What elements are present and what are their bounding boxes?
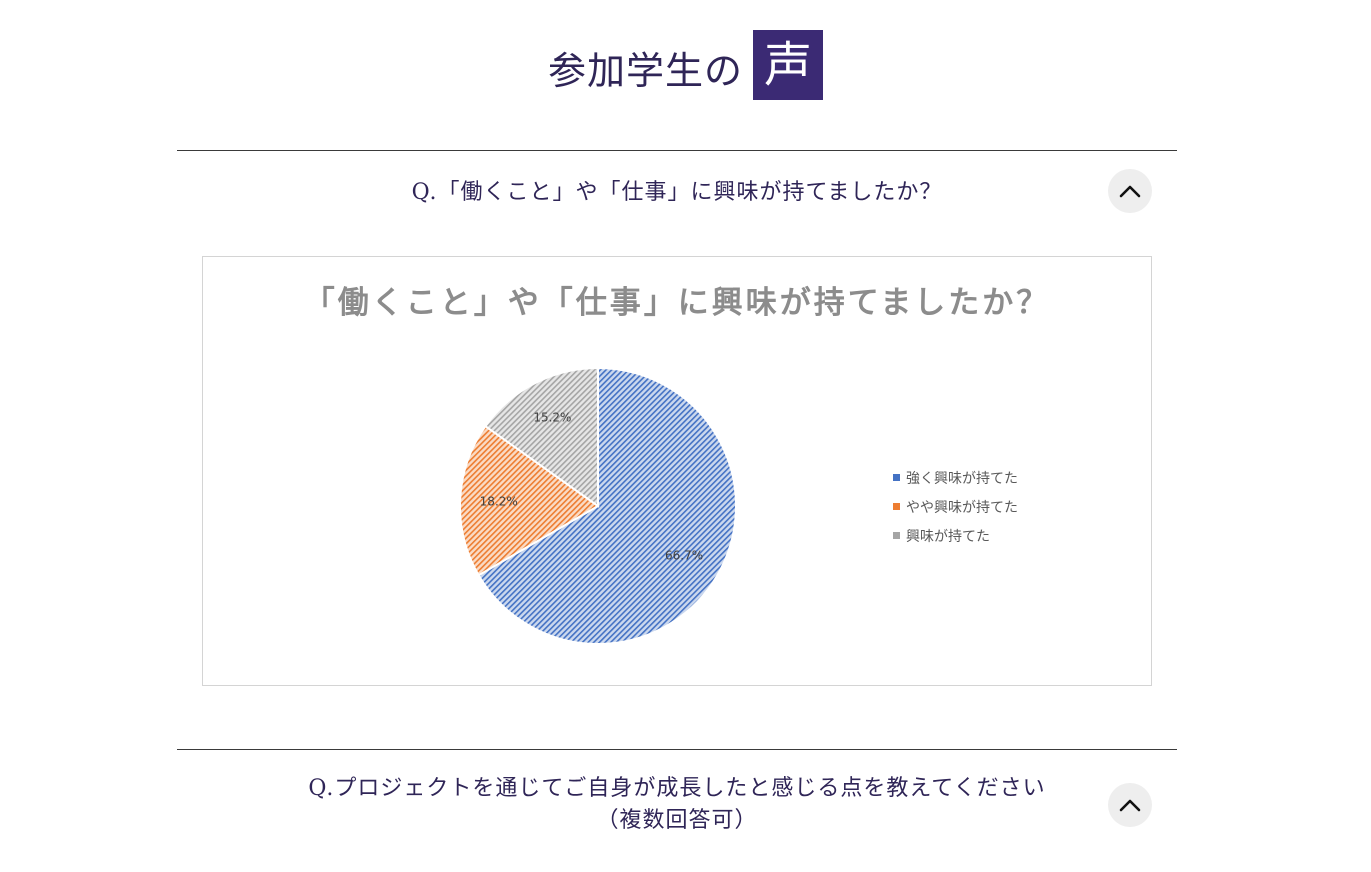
question-1-title: Q.「働くこと」や「仕事」に興味が持てましたか？: [411, 180, 943, 205]
question-2-title: Q.プロジェクトを通じてご自身が成長したと感じる点を教えてください （複数回答可…: [177, 773, 1177, 837]
pie-slice-2: [459, 424, 600, 577]
legend-item-2: やや興味が持てた: [893, 492, 1018, 521]
heading-text: 参加学生の: [547, 48, 743, 93]
divider-bottom: [177, 749, 1177, 750]
chart-legend: 強く興味が持てた やや興味が持てた 興味が持てた: [893, 463, 1018, 550]
legend-item-1: 強く興味が持てた: [893, 463, 1018, 492]
legend-label: 強く興味が持てた: [906, 470, 1018, 487]
collapse-toggle-button-2[interactable]: [1108, 783, 1152, 827]
legend-item-3: 興味が持てた: [893, 521, 1018, 550]
heading-emblem: 声: [753, 30, 823, 100]
legend-swatch: [893, 474, 900, 481]
collapse-toggle-button[interactable]: [1108, 169, 1152, 213]
slice-value-label-2: 18.2%: [480, 494, 518, 508]
pie-slice-3: [484, 366, 599, 508]
section-heading: 参加学生の 声: [0, 30, 1371, 100]
divider-top: [177, 150, 1177, 151]
legend-swatch: [893, 503, 900, 510]
question-2-line-1: Q.プロジェクトを通じてご自身が成長したと感じる点を教えてください: [308, 776, 1046, 801]
pie-chart-canvas: 66.7% 18.2% 15.2%: [459, 366, 737, 645]
slice-value-label-3: 15.2%: [533, 411, 571, 425]
chart-title: 「働くこと」や「仕事」に興味が持てましたか？: [303, 285, 1051, 321]
legend-label: やや興味が持てた: [906, 499, 1018, 516]
pie-slice-1: [477, 366, 737, 645]
chevron-up-icon: [1119, 799, 1141, 812]
legend-swatch: [893, 532, 900, 539]
legend-label: 興味が持てた: [906, 528, 990, 545]
slice-value-label-1: 66.7%: [665, 549, 703, 563]
question-2-line-2: （複数回答可）: [596, 808, 758, 833]
chevron-up-icon: [1119, 185, 1141, 198]
pie-chart: 「働くこと」や「仕事」に興味が持てましたか？ 66.7% 18.2% 15.2% 強…: [202, 256, 1152, 686]
